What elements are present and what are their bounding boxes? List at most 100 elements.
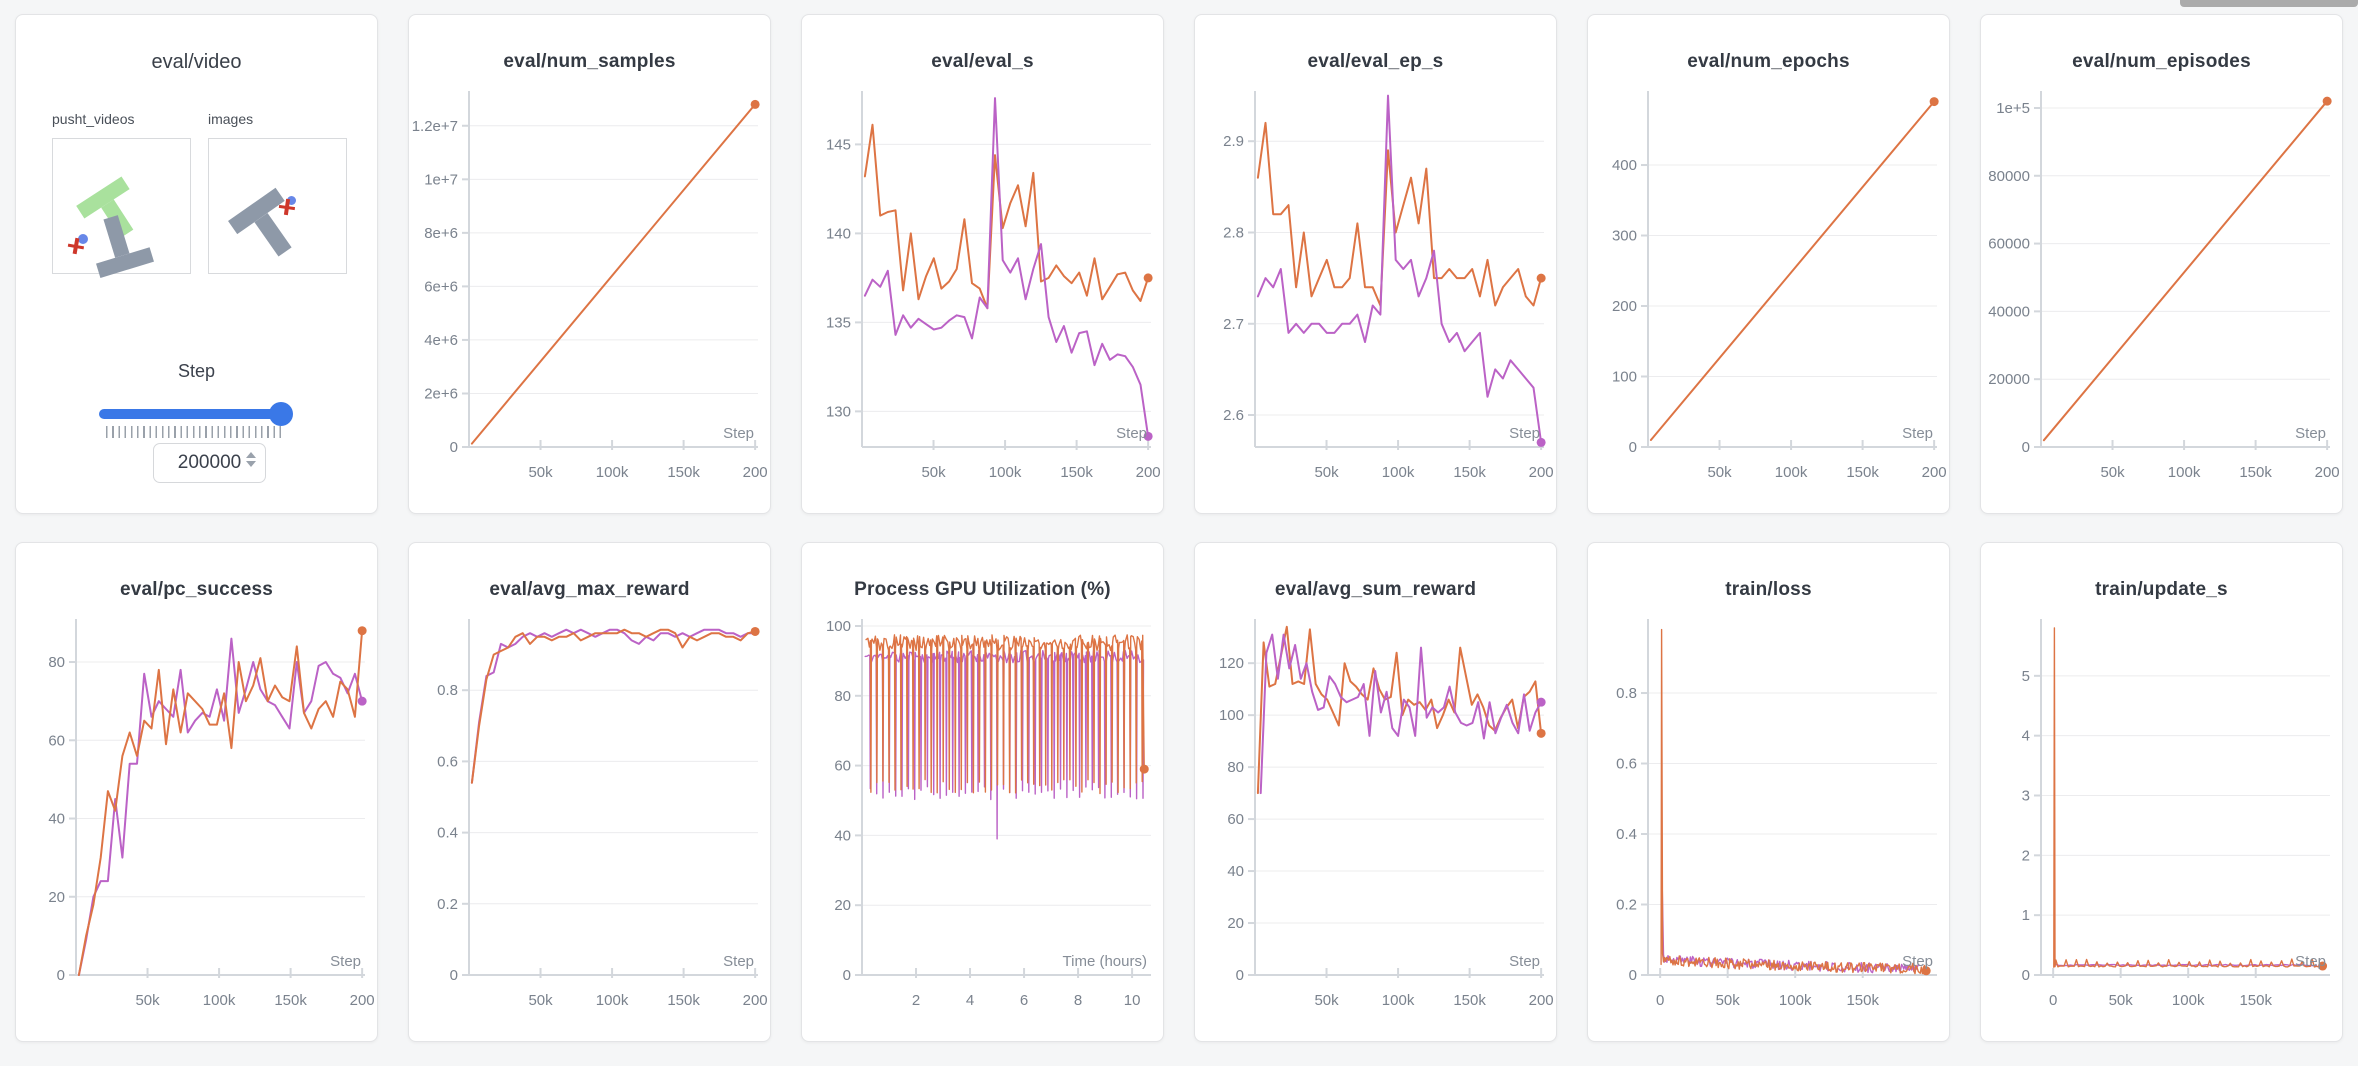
spinner-down-icon[interactable] [246, 461, 256, 467]
x-tick-label: 100k [596, 992, 629, 1009]
series-run-orange [1256, 121, 1543, 307]
image-thumbnail[interactable] [208, 138, 347, 274]
x-tick-label: 100k [1382, 464, 1415, 481]
x-tick-label: 150k [1846, 992, 1879, 1009]
y-tick-label: 0 [2022, 439, 2030, 456]
y-tick-label: 0.2 [437, 896, 458, 913]
panel-title: eval/avg_max_reward [489, 579, 690, 600]
y-tick-label: 100 [1612, 369, 1637, 386]
x-tick-label: 0 [2049, 992, 2057, 1009]
y-tick-label: 1e+5 [1996, 100, 2030, 117]
y-tick-label: 0 [450, 439, 458, 456]
y-tick-label: 0 [843, 967, 851, 984]
series-end-dot-run-purple [1536, 697, 1546, 707]
y-tick-label: 0 [2022, 967, 2030, 984]
panel-title: eval/num_episodes [2072, 51, 2251, 72]
chart-canvas[interactable]: 0 1 2 3 4 5 0 50k 100k 150k Step [1981, 607, 2343, 1037]
panel-title: eval/avg_sum_reward [1274, 579, 1477, 600]
x-tick-label: 100k [1382, 992, 1415, 1009]
x-axis-label: Step [1116, 425, 1147, 442]
gray-t-shape [228, 187, 310, 270]
y-tick-label: 0.8 [437, 682, 458, 699]
chart-canvas[interactable]: 0 100 200 300 400 50k 100k 150k 200 Step [1588, 79, 1950, 509]
y-tick-label: 135 [826, 314, 851, 331]
chart-canvas[interactable]: 0 2e+6 4e+6 6e+6 8e+6 1e+7 1.2e+7 50k 100k 150k 20… [409, 79, 771, 509]
series-run-purple [1259, 633, 1543, 795]
series-run-orange [470, 103, 757, 445]
series-end-dot-run-orange [1536, 273, 1546, 283]
chart-canvas[interactable]: 0 20000 40000 60000 80000 1e+5 50k 100k 150k 200 S… [1981, 79, 2343, 509]
y-tick-label: 40 [48, 811, 65, 828]
step-value-input[interactable]: 200000 [153, 443, 266, 483]
x-tick-label: 6 [1020, 992, 1028, 1009]
series-end-dot-run-orange [1536, 728, 1546, 738]
chart-canvas[interactable]: 0 0.2 0.4 0.6 0.8 0 50k 100k 150k Step [1588, 607, 1950, 1037]
series-end-dot-run-orange [1921, 966, 1931, 976]
scrollbar-remnant[interactable] [2180, 0, 2358, 7]
series-run-purple [1661, 868, 1921, 974]
x-tick-label: 150k [2239, 464, 2272, 481]
x-tick-label: 200 [350, 992, 375, 1009]
chart-canvas[interactable]: 0 20 40 60 80 50k 100k 150k 200 Step [16, 607, 378, 1037]
y-tick-label: 80 [48, 654, 65, 671]
chart-canvas[interactable]: 0 20 40 60 80 100 120 50k 100k 150k 200 Step [1195, 607, 1557, 1037]
y-tick-label: 2.8 [1223, 224, 1244, 241]
x-tick-label: 50k [2109, 992, 2134, 1009]
x-tick-label: 100k [203, 992, 236, 1009]
panel-title: eval/num_epochs [1687, 51, 1850, 72]
step-spinner [246, 452, 256, 467]
panel-title: eval/eval_ep_s [1307, 51, 1444, 72]
y-tick-label: 0 [1629, 967, 1637, 984]
y-tick-label: 40000 [1988, 303, 2030, 320]
series-run-purple [470, 628, 757, 784]
x-axis-label: Time (hours) [1063, 953, 1147, 970]
y-tick-label: 4 [2022, 728, 2030, 745]
step-slider-track[interactable] [99, 409, 289, 419]
chart-canvas[interactable]: 130 135 140 145 50k 100k 150k 200 Step [802, 79, 1164, 509]
y-tick-label: 0.4 [437, 825, 458, 842]
y-tick-label: 120 [1219, 655, 1244, 672]
x-tick-label: 100k [596, 464, 629, 481]
chart-panel-process-gpu-utilization-: Process GPU Utilization (%) 0 20 40 60 80 100… [801, 542, 1164, 1042]
chart-panel-train-loss: train/loss 0 0.2 0.4 0.6 0.8 0 50k 100k 150k Step [1587, 542, 1950, 1042]
series-end-dot-run-orange [2322, 96, 2332, 106]
video-thumbnail-pusht[interactable] [52, 138, 191, 278]
x-tick-label: 200 [2315, 464, 2340, 481]
x-tick-label: 200 [1529, 464, 1554, 481]
x-tick-label: 50k [921, 464, 946, 481]
y-tick-label: 2.6 [1223, 407, 1244, 424]
y-tick-label: 4e+6 [424, 332, 458, 349]
series-end-dot-run-orange [357, 626, 367, 636]
x-tick-label: 100k [1779, 992, 1812, 1009]
step-slider-thumb[interactable] [269, 402, 293, 426]
x-axis-label: Step [1509, 425, 1540, 442]
y-tick-label: 2.9 [1223, 133, 1244, 150]
x-tick-label: 150k [1453, 464, 1486, 481]
chart-panel-eval-eval-s: eval/eval_s 130 135 140 145 50k 100k 150k 200 St… [801, 14, 1164, 514]
y-tick-label: 0 [1236, 967, 1244, 984]
chart-panel-eval-pc-success: eval/pc_success 0 20 40 60 80 50k 100k 150k 200 S… [15, 542, 378, 1042]
y-tick-label: 20000 [1988, 371, 2030, 388]
x-tick-label: 100k [1775, 464, 1808, 481]
series-end-dot-run-purple [357, 696, 367, 706]
y-tick-label: 60000 [1988, 236, 2030, 253]
panel-title: eval/num_samples [503, 51, 676, 72]
spinner-up-icon[interactable] [246, 452, 256, 458]
chart-canvas[interactable]: 2.6 2.7 2.8 2.9 50k 100k 150k 200 Step [1195, 79, 1557, 509]
y-tick-label: 0 [57, 967, 65, 984]
goal-cross [67, 237, 86, 256]
thumb-label-pusht-videos: pusht_videos [52, 111, 135, 127]
panel-title: train/loss [1725, 579, 1812, 600]
step-value: 200000 [177, 452, 242, 473]
chart-canvas[interactable]: 0 0.2 0.4 0.6 0.8 50k 100k 150k 200 Step [409, 607, 771, 1037]
chart-canvas[interactable]: 0 20 40 60 80 100 2 4 6 8 10 Time (hours) [802, 607, 1164, 1037]
series-end-dot-run-orange [1139, 764, 1149, 774]
panel-title: train/update_s [2095, 579, 2228, 600]
y-tick-label: 200 [1612, 298, 1637, 315]
y-tick-label: 0.6 [437, 753, 458, 770]
y-tick-label: 40 [834, 827, 851, 844]
x-axis-label: Step [2295, 953, 2326, 970]
chart-panel-eval-eval-ep-s: eval/eval_ep_s 2.6 2.7 2.8 2.9 50k 100k 150k 20… [1194, 14, 1557, 514]
series-end-dot-run-orange [750, 99, 760, 109]
x-axis-label: Step [330, 953, 361, 970]
